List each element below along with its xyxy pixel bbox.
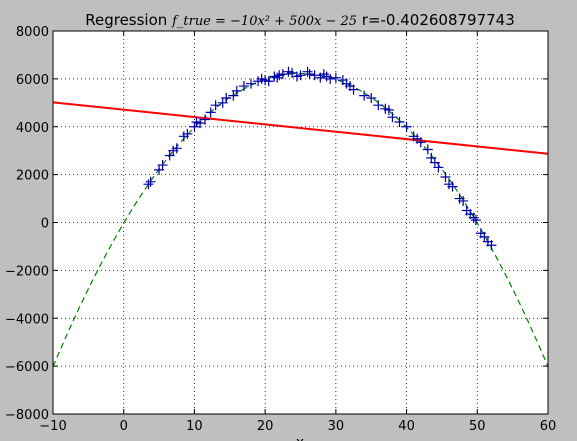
sample-point <box>263 76 274 87</box>
x-tick-label: 0 <box>120 419 128 434</box>
x-tick-label: 40 <box>398 419 415 434</box>
x-axis-label: x <box>296 435 304 441</box>
sample-point <box>221 93 232 104</box>
sample-point <box>383 104 394 115</box>
sample-point <box>145 176 156 187</box>
axis-ticks: −10 0 10 20 30 40 50 60 −8000 −6000 −4000 −2000 0 200… <box>5 25 556 434</box>
sample-point <box>440 172 451 183</box>
sample-point <box>302 66 313 77</box>
x-tick-label: 60 <box>540 419 557 434</box>
grid-lines <box>53 31 548 414</box>
x-tick-label: 10 <box>186 419 203 434</box>
x-tick-label: −10 <box>39 419 66 434</box>
sample-point <box>182 128 193 139</box>
sample-point <box>433 162 444 173</box>
sample-point <box>304 69 315 80</box>
sample-point <box>231 85 242 96</box>
sample-point <box>205 107 216 118</box>
sample-points <box>143 66 497 251</box>
sample-point <box>415 137 426 148</box>
sample-point <box>422 144 433 155</box>
y-tick-label: 4000 <box>16 121 49 136</box>
regression-line <box>52 101 549 155</box>
y-tick-label: −4000 <box>5 312 49 327</box>
sample-point <box>366 93 377 104</box>
sample-point <box>348 84 359 95</box>
sample-point <box>447 181 458 192</box>
sample-point <box>200 114 211 125</box>
sample-point <box>486 240 497 251</box>
y-tick-label: 6000 <box>16 73 49 88</box>
x-tick-label: 50 <box>469 419 486 434</box>
sample-point <box>210 100 221 111</box>
y-tick-label: 8000 <box>16 25 49 40</box>
sample-point <box>238 81 249 92</box>
sample-point <box>470 215 481 226</box>
x-tick-label: 20 <box>257 419 274 434</box>
y-tick-label: −6000 <box>5 360 49 375</box>
sample-point <box>458 195 469 206</box>
y-tick-label: −2000 <box>5 264 49 279</box>
sample-point <box>330 72 341 83</box>
sample-point <box>295 70 306 81</box>
sample-point <box>394 116 405 127</box>
sample-point <box>171 143 182 154</box>
sample-point <box>401 121 412 132</box>
y-tick-label: 0 <box>41 217 49 232</box>
sample-point <box>373 100 384 111</box>
sample-point <box>309 70 320 81</box>
sample-point <box>325 73 336 84</box>
chart-title-prefix: Regression <box>85 11 172 29</box>
sample-point <box>246 78 256 89</box>
x-tick-label: 30 <box>328 419 345 434</box>
sample-point <box>189 121 200 132</box>
sample-point <box>468 212 479 223</box>
sample-point <box>272 72 283 83</box>
y-tick-label: −8000 <box>5 408 49 423</box>
sample-point <box>277 69 288 80</box>
chart-title-formula: f_true = −10x² + 500x − 25 <box>171 14 357 29</box>
sample-point <box>359 90 370 101</box>
sample-point <box>387 112 398 123</box>
chart-title-suffix: r=-0.402608797743 <box>357 11 515 29</box>
sample-point <box>157 160 168 171</box>
sample-point <box>143 179 154 190</box>
regression-line-layer <box>52 101 549 155</box>
chart-title: Regression f_true = −10x² + 500x − 25 r=… <box>85 11 515 29</box>
y-tick-label: 2000 <box>16 169 49 184</box>
